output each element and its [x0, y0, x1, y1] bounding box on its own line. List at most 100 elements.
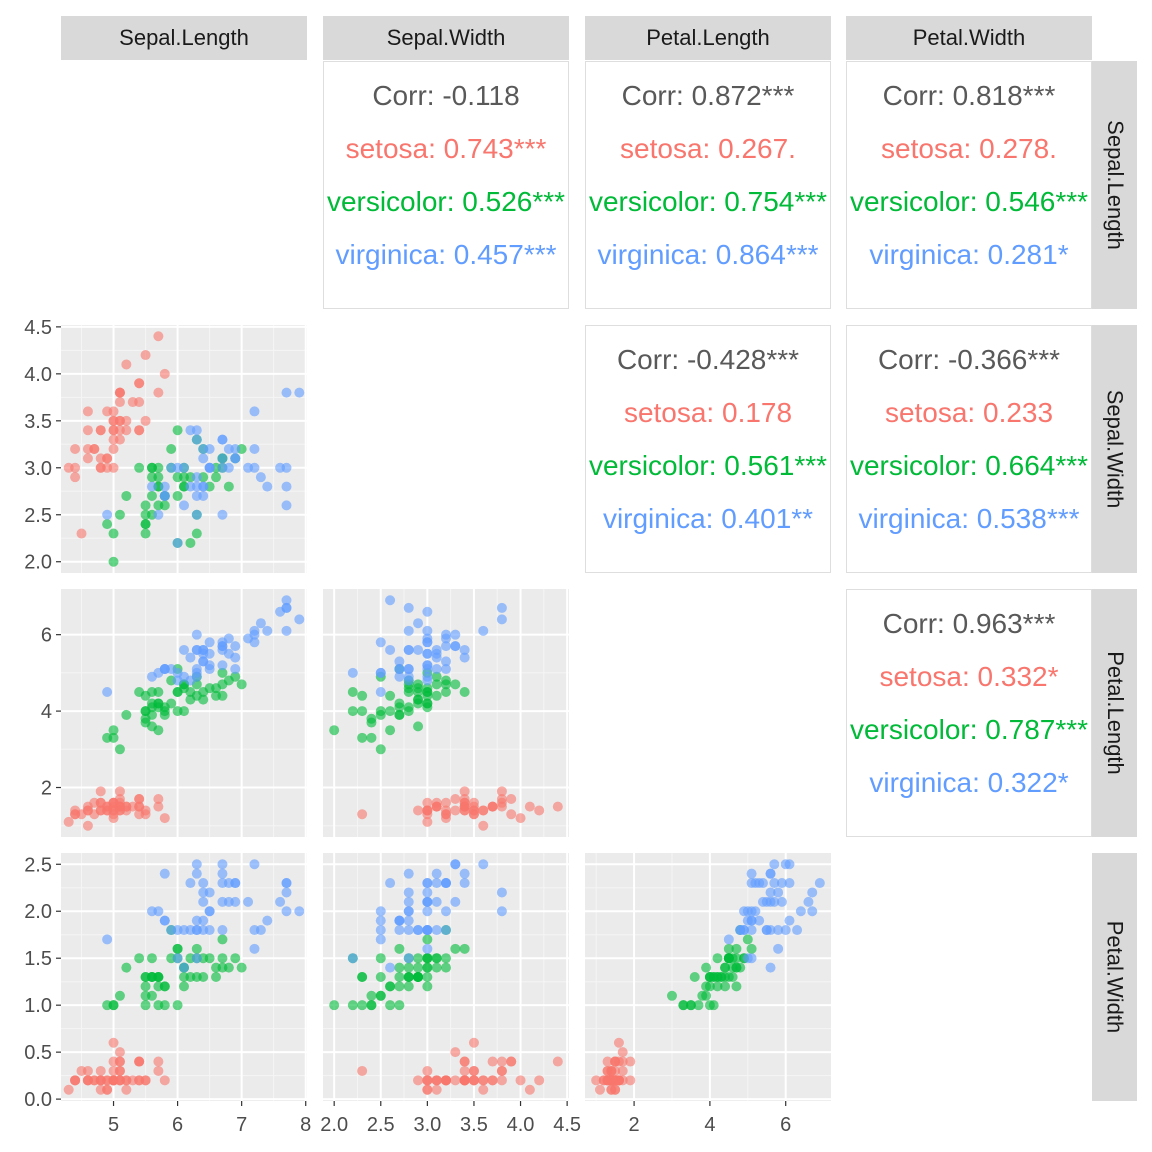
data-point-versicolor	[413, 953, 424, 964]
data-point-virginica	[191, 490, 202, 501]
corr-setosa: setosa: 0.267.	[620, 133, 796, 164]
data-point-virginica	[496, 614, 507, 625]
data-point-setosa	[108, 434, 119, 445]
y-tick-label: 1.5	[24, 948, 52, 970]
data-point-virginica	[422, 878, 433, 889]
data-point-versicolor	[413, 686, 424, 697]
corr-overall: Corr: 0.872***	[621, 80, 795, 111]
x-tick-label: 3.0	[413, 1114, 441, 1136]
data-point-versicolor	[431, 953, 442, 964]
data-point-versicolor	[431, 671, 442, 682]
data-point-setosa	[468, 797, 479, 808]
data-point-virginica	[773, 887, 784, 898]
data-point-versicolor	[347, 686, 358, 697]
data-point-versicolor	[422, 934, 433, 945]
corr-versicolor: versicolor: 0.754***	[588, 186, 828, 217]
data-point-versicolor	[108, 1000, 119, 1011]
data-point-virginica	[403, 664, 414, 675]
data-point-versicolor	[153, 725, 164, 736]
data-point-virginica	[394, 915, 405, 926]
data-point-virginica	[281, 595, 292, 606]
data-point-virginica	[795, 906, 806, 917]
data-point-setosa	[468, 1065, 479, 1076]
data-point-virginica	[403, 887, 414, 898]
y-axis-sepal-width: 2.0 2.5 3.0 3.5 4.0 4.5	[24, 317, 61, 574]
data-point-versicolor	[422, 981, 433, 992]
data-point-setosa	[140, 1075, 151, 1086]
data-point-setosa	[357, 809, 368, 820]
data-point-virginica	[198, 453, 209, 464]
data-point-setosa	[441, 797, 451, 808]
data-point-versicolor	[366, 1000, 377, 1011]
data-point-versicolor	[211, 972, 222, 982]
data-point-versicolor	[217, 679, 228, 690]
data-point-virginica	[230, 664, 241, 675]
data-point-virginica	[403, 953, 414, 964]
data-point-virginica	[765, 896, 776, 907]
data-point-versicolor	[422, 972, 433, 982]
data-point-virginica	[375, 915, 386, 926]
data-point-versicolor	[712, 981, 723, 992]
data-point-versicolor	[366, 717, 377, 728]
data-point-setosa	[613, 1037, 624, 1048]
data-point-virginica	[431, 896, 442, 907]
data-point-versicolor	[236, 962, 247, 973]
data-point-versicolor	[329, 725, 340, 736]
data-point-virginica	[217, 878, 228, 889]
corr-panel-sepal-length-vs-petal-length: Corr: 0.872*** setosa: 0.267. versicolor: …	[585, 61, 831, 309]
y-tick-label: 4.5	[24, 317, 52, 339]
corr-setosa: setosa: 0.233	[884, 397, 1054, 428]
data-point-virginica	[754, 915, 765, 926]
data-point-virginica	[204, 637, 215, 648]
data-point-virginica	[784, 915, 795, 926]
data-point-setosa	[450, 1075, 461, 1086]
data-point-versicolor	[450, 943, 461, 954]
panel-background	[61, 325, 307, 573]
data-point-setosa	[82, 425, 93, 436]
data-point-versicolor	[347, 1000, 358, 1011]
data-point-versicolor	[746, 943, 757, 954]
data-point-setosa	[496, 1075, 507, 1086]
data-point-setosa	[127, 1075, 138, 1086]
data-point-virginica	[217, 868, 228, 879]
data-point-versicolor	[422, 953, 433, 964]
corr-versicolor: versicolor: 0.664***	[849, 450, 1089, 481]
data-point-setosa	[431, 1084, 442, 1095]
data-point-virginica	[159, 481, 170, 492]
data-point-virginica	[191, 629, 202, 640]
data-point-versicolor	[459, 686, 470, 697]
data-point-virginica	[496, 602, 507, 613]
data-point-virginica	[281, 878, 292, 889]
data-point-versicolor	[403, 702, 414, 713]
x-tick-label: 6	[172, 1114, 183, 1136]
data-point-versicolor	[735, 962, 746, 973]
data-point-versicolor	[172, 425, 183, 436]
row-strip-petal-width: Petal.Width	[1092, 853, 1137, 1101]
data-point-setosa	[108, 462, 119, 473]
data-point-versicolor	[727, 962, 738, 973]
data-point-virginica	[198, 887, 209, 898]
data-point-setosa	[121, 359, 132, 370]
row-strip-petal-length: Petal.Length	[1092, 589, 1137, 837]
corr-virginica: virginica: 0.538***	[858, 503, 1080, 534]
x-axis-sepal-length: 5 6 7 8	[108, 1101, 311, 1136]
data-point-virginica	[223, 444, 234, 454]
data-point-virginica	[191, 868, 202, 879]
data-point-virginica	[723, 934, 734, 945]
data-point-setosa	[82, 1075, 93, 1086]
data-point-versicolor	[114, 990, 125, 1001]
data-point-setosa	[95, 786, 106, 797]
data-point-virginica	[159, 868, 170, 879]
data-point-virginica	[294, 614, 305, 625]
corr-setosa: setosa: 0.278.	[881, 133, 1057, 164]
data-point-setosa	[95, 1065, 106, 1076]
data-point-virginica	[153, 509, 164, 520]
data-point-virginica	[217, 896, 228, 907]
x-tick-label: 8	[300, 1114, 311, 1136]
data-point-versicolor	[179, 706, 189, 717]
x-axis-petal-length: 2 4 6	[629, 1101, 791, 1136]
data-point-virginica	[459, 868, 470, 879]
data-point-setosa	[108, 415, 119, 426]
data-point-virginica	[769, 878, 780, 889]
corr-virginica: virginica: 0.322*	[869, 767, 1069, 798]
